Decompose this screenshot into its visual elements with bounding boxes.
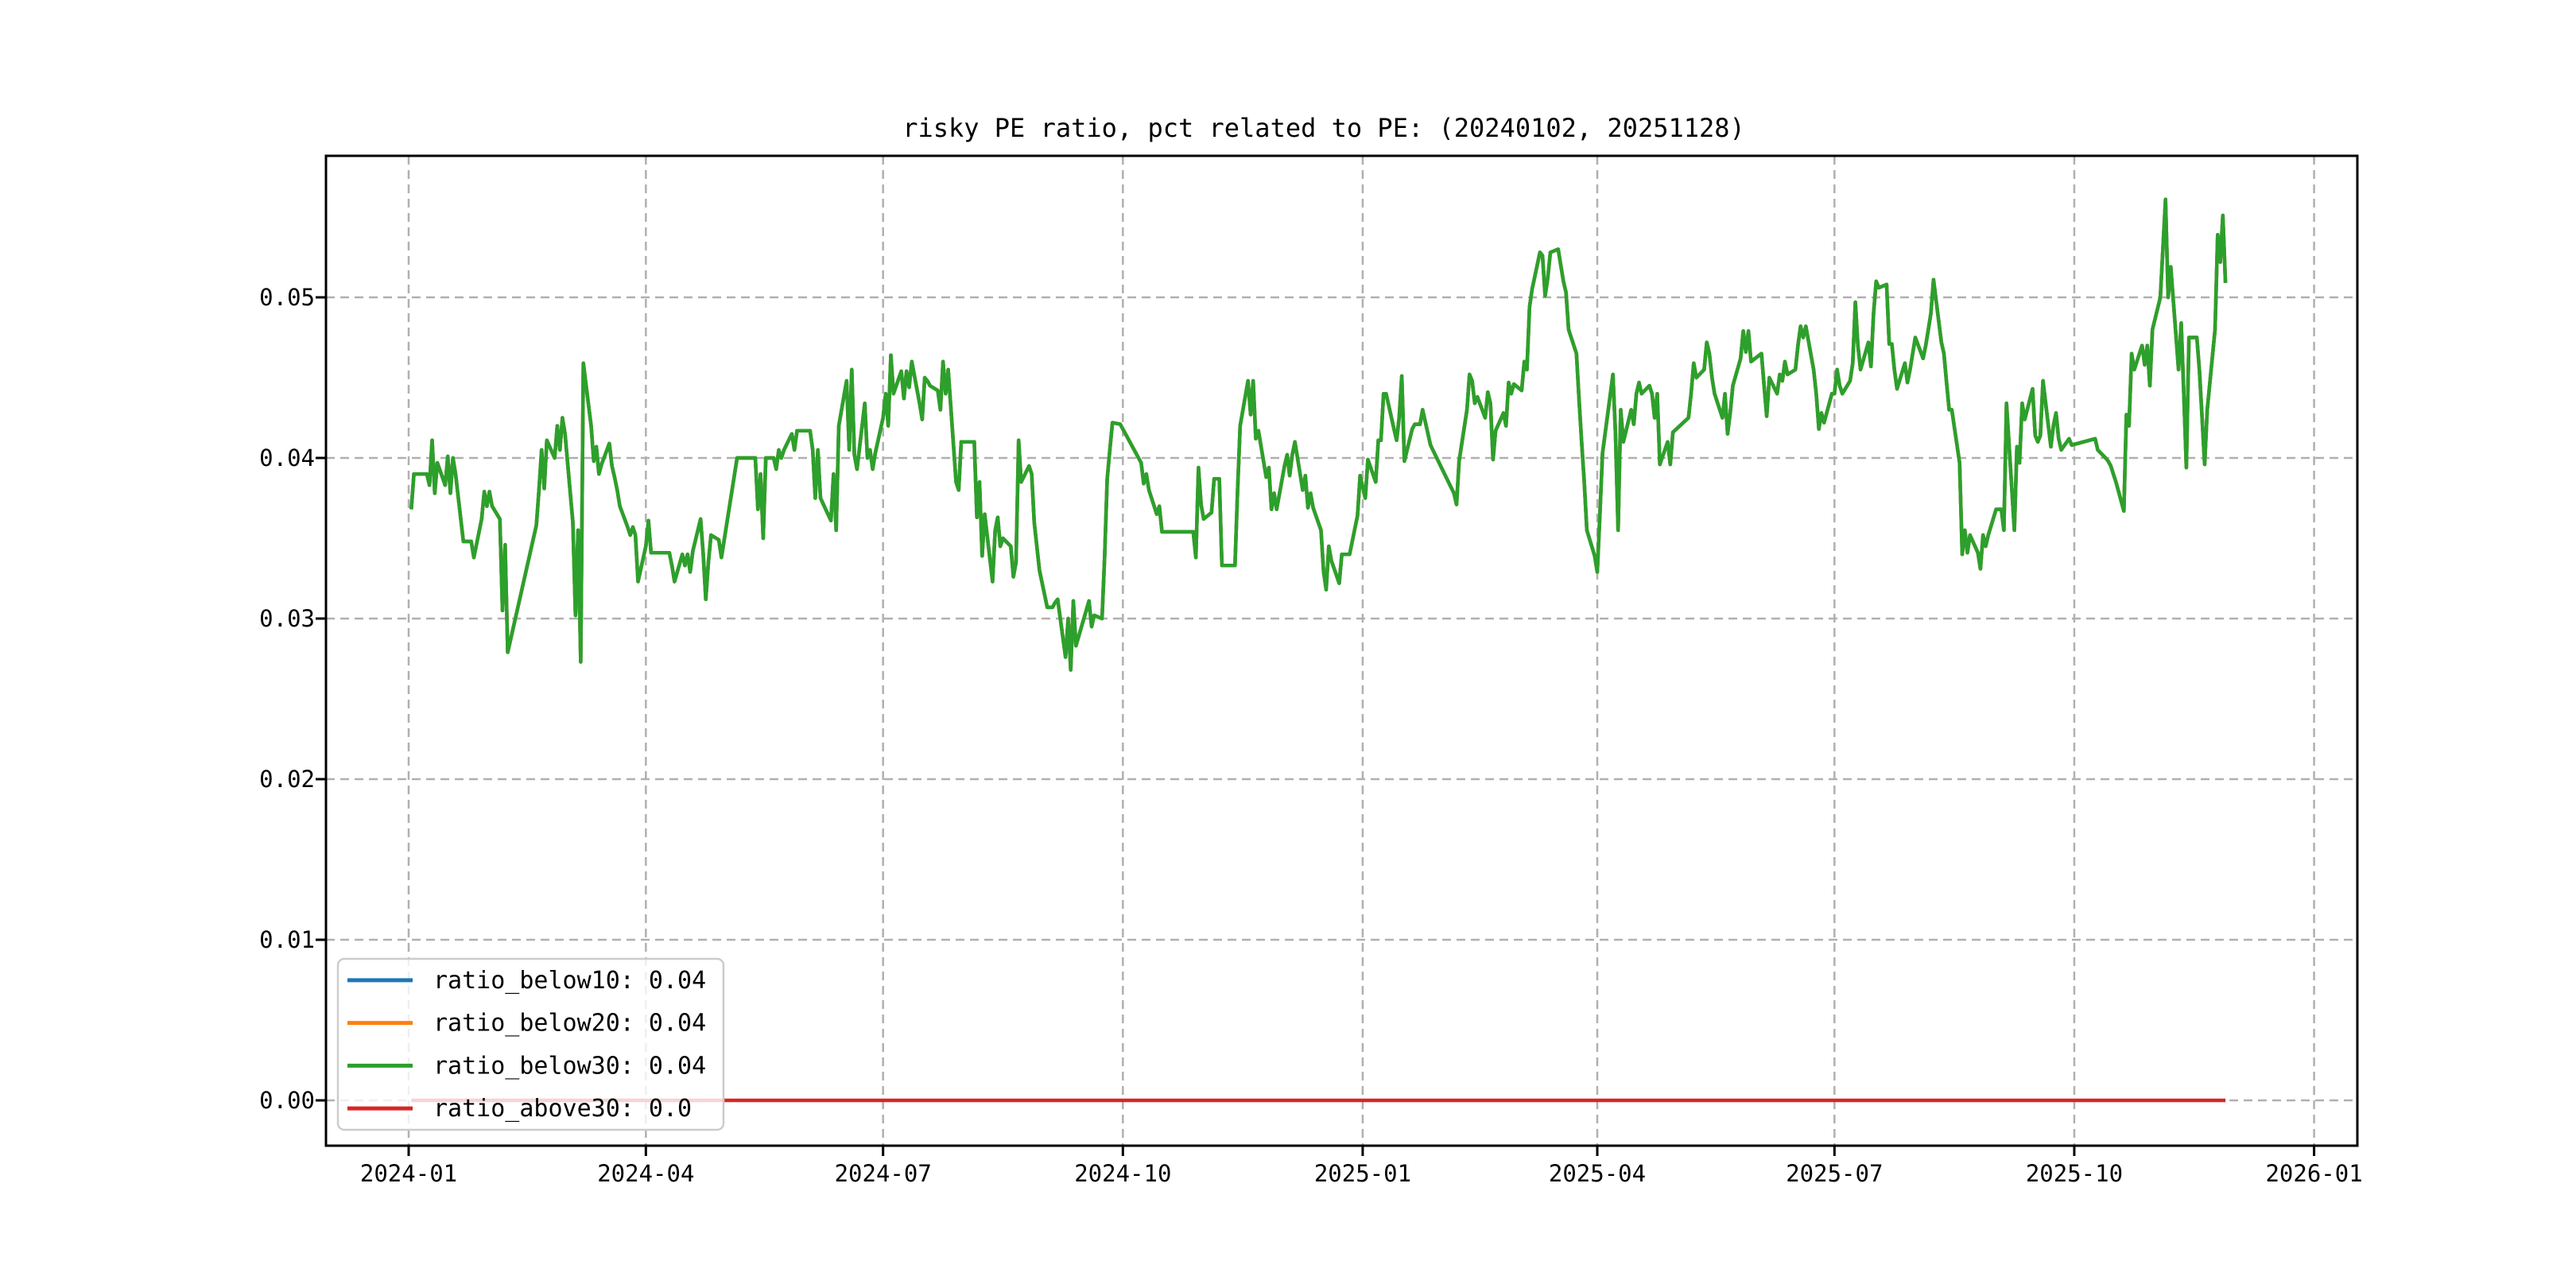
x-tick-label: 2025-10 (2026, 1160, 2123, 1187)
series-line-ratio_below30 (409, 197, 2228, 672)
y-tick-label: 0.01 (259, 926, 315, 953)
x-tick-label: 2025-04 (1549, 1160, 1646, 1187)
x-tick-label: 2024-04 (597, 1160, 694, 1187)
legend-box (336, 957, 725, 1131)
legend-label-ratio_below10: ratio_below10: 0.04 (433, 967, 706, 995)
y-tick-label: 0.03 (259, 605, 315, 632)
x-tick-label: 2025-07 (1786, 1160, 1883, 1187)
legend: ratio_below10: 0.04 ratio_below20: 0.04 ra… (336, 957, 725, 1131)
legend-label-ratio_below30: ratio_below30: 0.04 (433, 1052, 706, 1080)
y-tick-label: 0.04 (259, 444, 315, 471)
plot-frame (324, 154, 2359, 1147)
x-tick-label: 2026-01 (2265, 1160, 2362, 1187)
x-tick-label: 2025-01 (1314, 1160, 1411, 1187)
series-layer (409, 197, 2228, 1103)
y-tick-label: 0.02 (259, 766, 315, 793)
y-tick-label: 0.00 (259, 1087, 315, 1114)
chart-title: risky PE ratio, pct related to PE: (2024… (902, 113, 1745, 143)
legend-label-ratio_above30: ratio_above30: 0.0 (433, 1095, 692, 1123)
x-tick-label: 2024-07 (835, 1160, 932, 1187)
x-tick-label: 2024-10 (1074, 1160, 1171, 1187)
y-tick-label: 0.05 (259, 284, 315, 311)
x-tick-label: 2024-01 (360, 1160, 457, 1187)
tick-layer: 2024-01 2024-04 2024-07 2024-10 2025-01 2025-… (259, 284, 2363, 1187)
legend-label-ratio_below20: ratio_below20: 0.04 (433, 1010, 706, 1038)
